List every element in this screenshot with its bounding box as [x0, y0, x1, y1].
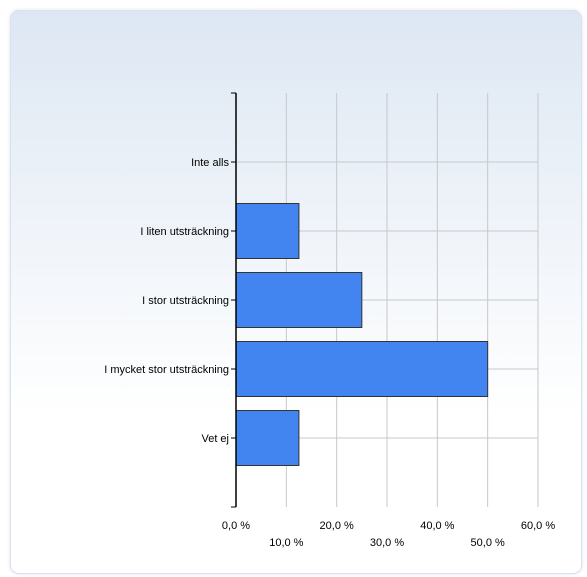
category-label: Vet ej — [201, 433, 229, 445]
bar — [235, 410, 300, 466]
x-tick-label: 50,0 % — [471, 537, 505, 549]
chart-labels: Inte alls I liten utsträckning I stor utst… — [104, 157, 555, 549]
chart-bars — [235, 203, 489, 466]
bar — [235, 341, 489, 397]
x-tick-label: 0,0 % — [222, 520, 250, 532]
chart-axes — [231, 92, 237, 508]
x-tick-label: 10,0 % — [269, 537, 303, 549]
x-tick-label: 20,0 % — [320, 520, 354, 532]
category-label: Inte alls — [191, 157, 229, 169]
category-label: I mycket stor utsträckning — [104, 364, 229, 376]
bar — [235, 203, 300, 259]
category-label: I stor utsträckning — [142, 295, 229, 307]
bar — [235, 272, 363, 328]
x-tick-label: 40,0 % — [420, 520, 454, 532]
category-label: I liten utsträckning — [140, 226, 229, 238]
x-tick-label: 30,0 % — [370, 537, 404, 549]
x-tick-label: 60,0 % — [521, 520, 555, 532]
